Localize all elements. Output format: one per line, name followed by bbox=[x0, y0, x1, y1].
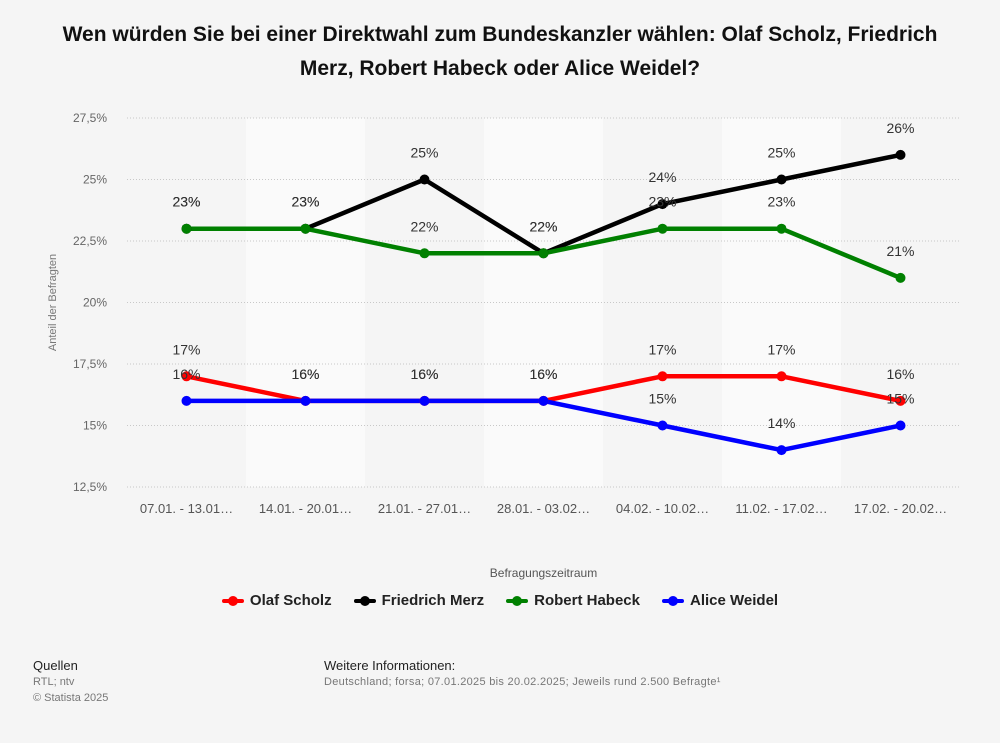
data-point-friedrich-merz bbox=[657, 199, 668, 210]
data-label-friedrich-merz: 22% bbox=[529, 218, 557, 234]
data-label-alice-weidel: 14% bbox=[767, 415, 795, 431]
data-point-robert-habeck bbox=[657, 223, 668, 234]
data-label-olaf-scholz: 16% bbox=[291, 366, 319, 382]
data-point-olaf-scholz bbox=[895, 395, 906, 406]
data-label-robert-habeck: 22% bbox=[529, 218, 557, 234]
y-tick-label: 15% bbox=[83, 419, 107, 433]
x-tick-label: 04.02. - 10.02… bbox=[616, 501, 709, 516]
data-label-robert-habeck: 23% bbox=[172, 194, 200, 210]
data-label-friedrich-merz: 23% bbox=[291, 194, 319, 210]
data-point-alice-weidel bbox=[419, 395, 430, 406]
data-point-friedrich-merz bbox=[419, 174, 430, 185]
legend-label: Alice Weidel bbox=[690, 592, 779, 609]
data-label-alice-weidel: 15% bbox=[648, 391, 676, 407]
legend-item-alice-weidel[interactable]: Alice Weidel bbox=[662, 592, 778, 609]
data-point-robert-habeck bbox=[300, 223, 311, 234]
data-point-robert-habeck bbox=[895, 272, 906, 283]
legend-label: Friedrich Merz bbox=[381, 592, 485, 609]
data-label-friedrich-merz: 23% bbox=[172, 194, 200, 210]
info-block: Weitere Informationen: Deutschland; fors… bbox=[324, 658, 721, 690]
data-label-friedrich-merz: 25% bbox=[410, 145, 438, 161]
data-label-robert-habeck: 22% bbox=[410, 218, 438, 234]
data-point-alice-weidel bbox=[300, 395, 311, 406]
y-tick-label: 22,5% bbox=[73, 234, 107, 248]
data-point-alice-weidel bbox=[895, 420, 906, 431]
legend-item-olaf-scholz[interactable]: Olaf Scholz bbox=[221, 592, 332, 609]
data-label-robert-habeck: 23% bbox=[291, 194, 319, 210]
data-label-alice-weidel: 16% bbox=[291, 366, 319, 382]
x-axis-label: Befragungszeitraum bbox=[490, 566, 597, 580]
legend-marker-icon bbox=[221, 595, 244, 606]
gridlines bbox=[127, 117, 960, 488]
legend-marker-icon bbox=[353, 595, 376, 606]
legend: Olaf Scholz Friedrich Merz Robert Habeck… bbox=[0, 592, 1000, 609]
legend-marker-icon bbox=[662, 595, 684, 606]
data-point-olaf-scholz bbox=[657, 371, 668, 382]
sources-block: Quellen RTL; ntv © Statista 2025 bbox=[33, 658, 108, 706]
y-tick-label: 27,5% bbox=[73, 111, 107, 125]
legend-item-robert-habeck[interactable]: Robert Habeck bbox=[506, 592, 640, 609]
data-point-alice-weidel bbox=[538, 395, 549, 406]
legend-marker-icon bbox=[506, 595, 529, 606]
data-label-friedrich-merz: 25% bbox=[767, 145, 795, 161]
legend-label: Robert Habeck bbox=[534, 592, 640, 609]
x-tick-label: 07.01. - 13.01… bbox=[140, 501, 233, 516]
data-label-olaf-scholz: 16% bbox=[529, 366, 557, 382]
data-label-alice-weidel: 16% bbox=[410, 366, 438, 382]
info-heading: Weitere Informationen: bbox=[324, 658, 456, 673]
data-label-robert-habeck: 21% bbox=[886, 243, 914, 259]
y-tick-label: 17,5% bbox=[73, 357, 107, 371]
y-tick-label: 20% bbox=[83, 296, 107, 310]
data-label-friedrich-merz: 24% bbox=[648, 169, 676, 185]
y-tick-label: 12,5% bbox=[73, 480, 107, 494]
data-point-alice-weidel bbox=[181, 395, 192, 406]
data-point-robert-habeck bbox=[181, 223, 192, 234]
data-point-friedrich-merz bbox=[895, 149, 906, 160]
x-tick-label: 11.02. - 17.02… bbox=[735, 501, 827, 516]
data-point-alice-weidel bbox=[657, 420, 668, 431]
data-label-olaf-scholz: 17% bbox=[172, 341, 200, 357]
legend-item-friedrich-merz[interactable]: Friedrich Merz bbox=[353, 592, 485, 609]
data-label-olaf-scholz: 16% bbox=[410, 366, 438, 382]
legend-label: Olaf Scholz bbox=[249, 592, 332, 609]
data-point-robert-habeck bbox=[776, 223, 787, 234]
data-label-robert-habeck: 23% bbox=[767, 194, 795, 210]
y-axis-ticks: 12,5% 15% 17,5% 20% 22,5% 25% 27,5% bbox=[73, 111, 107, 494]
data-label-robert-habeck: 23% bbox=[648, 194, 676, 210]
y-axis-label: Anteil der Befragten bbox=[47, 254, 59, 351]
x-tick-label: 28.01. - 03.02… bbox=[497, 501, 590, 516]
data-point-robert-habeck bbox=[419, 248, 430, 259]
data-point-robert-habeck bbox=[538, 248, 549, 259]
x-tick-label: 14.01. - 20.01… bbox=[259, 501, 352, 516]
data-labels: 17% 16% 16% 16% 17% 17% 16% 23% 23% 25% 22% 24% 25% 2… bbox=[172, 120, 914, 431]
info-text: Deutschland; forsa; 07.01.2025 bis 20.02… bbox=[324, 676, 721, 688]
data-label-olaf-scholz: 17% bbox=[648, 341, 676, 357]
data-point-friedrich-merz bbox=[776, 174, 787, 185]
column-band bbox=[246, 118, 365, 487]
chart-title: Wen würden Sie bei einer Direktwahl zum … bbox=[62, 23, 938, 80]
data-point-olaf-scholz bbox=[181, 371, 192, 382]
y-tick-label: 25% bbox=[83, 173, 107, 187]
column-band bbox=[484, 118, 603, 487]
series-points bbox=[181, 149, 906, 456]
data-point-olaf-scholz bbox=[776, 371, 787, 382]
data-label-friedrich-merz: 26% bbox=[886, 120, 914, 136]
data-label-alice-weidel: 15% bbox=[886, 391, 914, 407]
copyright-text: © Statista 2025 bbox=[33, 692, 109, 704]
x-tick-label: 17.02. - 20.02… bbox=[854, 501, 947, 516]
x-tick-label: 21.01. - 27.01… bbox=[378, 501, 471, 516]
data-label-olaf-scholz: 17% bbox=[767, 341, 795, 357]
line-chart: 12,5% 15% 17,5% 20% 22,5% 25% 27,5% 07.01. - 1… bbox=[47, 111, 960, 580]
x-axis-ticks: 07.01. - 13.01… 14.01. - 20.01… 21.01. - 2… bbox=[140, 501, 947, 516]
data-label-alice-weidel: 16% bbox=[529, 366, 557, 382]
sources-text[interactable]: RTL; ntv bbox=[33, 676, 75, 688]
sources-heading: Quellen bbox=[33, 658, 78, 673]
data-label-olaf-scholz: 16% bbox=[886, 366, 914, 382]
data-point-alice-weidel bbox=[776, 445, 787, 456]
data-label-alice-weidel: 16% bbox=[172, 366, 200, 382]
